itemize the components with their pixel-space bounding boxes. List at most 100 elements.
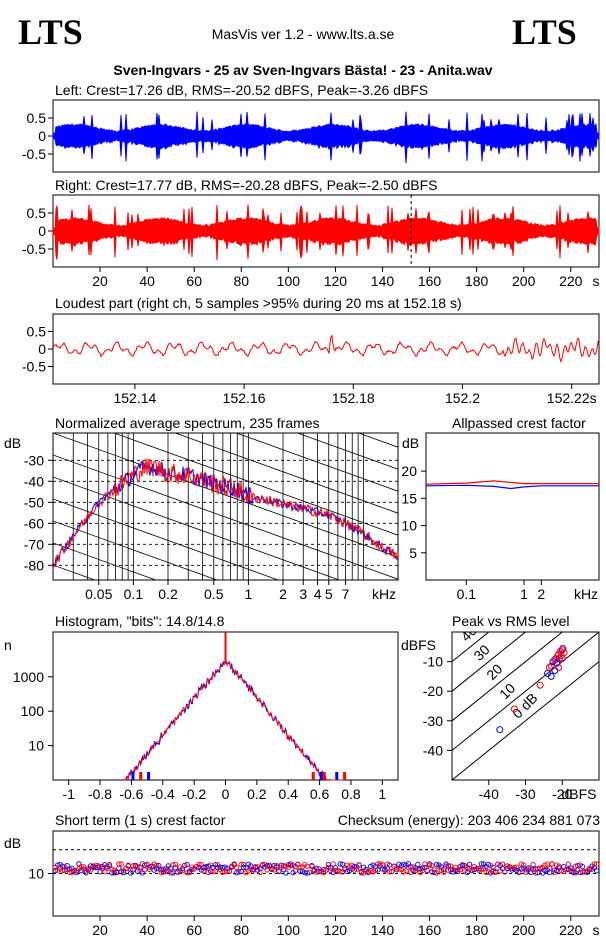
right-x-tick-label: 100 bbox=[277, 273, 301, 289]
short-term-right-point bbox=[433, 870, 440, 876]
hist-x-tick-label: 0 bbox=[222, 786, 230, 802]
short-term-left-point bbox=[579, 863, 586, 870]
histogram-left-curve bbox=[123, 659, 343, 782]
loud-y-tick-label: 0 bbox=[38, 341, 46, 357]
hist-y-tick-label: 1000 bbox=[13, 669, 44, 685]
st-x-tick-label: 220 bbox=[559, 922, 583, 938]
st-x-tick-label: 160 bbox=[418, 922, 442, 938]
short-term-left-point bbox=[386, 862, 393, 868]
short-term-right-point bbox=[549, 861, 555, 867]
loudest-part-yaxis: 0.50 -0.5 bbox=[22, 324, 53, 375]
spectrum-diagonal bbox=[174, 433, 398, 514]
peak-rms-point bbox=[555, 664, 563, 672]
short-term-right-point bbox=[546, 865, 553, 871]
right-x-tick-label: 140 bbox=[371, 273, 395, 289]
short-term-right-point bbox=[226, 868, 233, 874]
spec-y-tick-label: -30 bbox=[24, 452, 44, 468]
short-term-left-point bbox=[156, 863, 162, 869]
spectrum-frame bbox=[52, 432, 399, 581]
short-term-left-point bbox=[205, 863, 211, 869]
pr-x-tick-label: -30 bbox=[515, 786, 535, 802]
loud-y-tick-label: -0.5 bbox=[22, 359, 46, 375]
hist-x-tick-label: 0.8 bbox=[341, 786, 361, 802]
allpassed-yaxis: 20 15 10 5 bbox=[401, 463, 426, 561]
short-term-left-point bbox=[320, 866, 327, 873]
track-title: Sven-Ingvars - 25 av Sven-Ingvars Bästa!… bbox=[113, 62, 492, 78]
right-y-tick-label: -0.5 bbox=[22, 241, 46, 257]
right-waveform-yaxis: 0.5 0 -0.5 bbox=[22, 205, 53, 257]
right-waveform-xaxis: 20 40 60 80 100 120 140 160 180 200 220 s bbox=[92, 267, 600, 289]
left-waveform-panel: Left: Crest=17.26 dB, RMS=-20.52 dBFS, P… bbox=[22, 82, 600, 173]
short-term-right-point bbox=[535, 866, 541, 872]
short-term-right-point bbox=[441, 869, 447, 875]
short-term-right-point bbox=[196, 861, 202, 868]
short-term-right-point bbox=[257, 869, 263, 875]
ap-x-tick-label: 1 bbox=[520, 586, 528, 602]
spec-x-tick-label: 1 bbox=[244, 586, 252, 602]
loud-x-tick-label: 152.16 bbox=[223, 390, 266, 406]
peak-rms-title: Peak vs RMS level bbox=[452, 613, 569, 629]
short-term-right-point bbox=[95, 862, 101, 869]
peak-rms-point bbox=[547, 672, 555, 680]
spectrum-panel: Normalized average spectrum, 235 frames … bbox=[4, 415, 399, 602]
short-term-right-point bbox=[356, 862, 362, 868]
short-term-left-point bbox=[189, 866, 195, 873]
short-term-left-point bbox=[375, 867, 381, 873]
short-term-right-point bbox=[332, 867, 339, 874]
spec-x-tick-label: 0.1 bbox=[124, 586, 144, 602]
peak-rms-diagonal bbox=[452, 632, 599, 751]
allpassed-right-curve bbox=[425, 480, 599, 485]
short-term-right-point bbox=[572, 863, 579, 869]
spec-y-tick-label: -80 bbox=[24, 557, 44, 573]
pr-y-tick-label: -30 bbox=[423, 713, 443, 729]
short-term-right-point bbox=[353, 866, 360, 872]
spectrum-diagonal bbox=[112, 433, 398, 536]
st-y-tick-label: 10 bbox=[28, 866, 44, 882]
short-term-right-point bbox=[130, 863, 136, 869]
left-y-tick-label: 0 bbox=[38, 128, 46, 144]
st-x-tick-label: 180 bbox=[465, 922, 489, 938]
short-term-right-point bbox=[372, 867, 379, 874]
right-waveform-panel: Right: Crest=17.77 dB, RMS=-20.28 dBFS, … bbox=[22, 177, 600, 289]
logo-right: LTS bbox=[512, 12, 577, 52]
short-term-right-point bbox=[445, 867, 452, 873]
spectrum-title: Normalized average spectrum, 235 frames bbox=[55, 415, 320, 431]
pr-y-tick-label: -10 bbox=[423, 654, 443, 670]
allpassed-left-curve bbox=[425, 484, 599, 490]
short-term-right-point bbox=[297, 864, 303, 871]
spectrum-diagonal bbox=[53, 498, 280, 580]
short-term-right-point bbox=[591, 861, 597, 867]
st-x-tick-label: 200 bbox=[512, 922, 536, 938]
short-term-left-point bbox=[64, 862, 70, 869]
ap-y-tick-label: 20 bbox=[401, 463, 417, 479]
short-term-right-point bbox=[212, 868, 219, 874]
short-term-right-point bbox=[426, 862, 433, 868]
allpassed-frame bbox=[425, 432, 600, 581]
short-term-left-point bbox=[476, 867, 482, 873]
short-term-left-point bbox=[316, 868, 322, 875]
spec-x-tick-label: 3 bbox=[299, 586, 307, 602]
short-term-right-point bbox=[233, 864, 240, 871]
short-term-right-point bbox=[499, 861, 506, 867]
hist-x-tick-label: -1 bbox=[62, 786, 75, 802]
short-term-points bbox=[52, 861, 600, 876]
logo-left: LTS bbox=[18, 12, 83, 52]
spec-x-tick-label: 2 bbox=[279, 586, 287, 602]
short-term-ylabel: dB bbox=[4, 835, 21, 851]
loudest-part-xaxis: 152.14 152.16 152.18 152.2 152.22s bbox=[113, 384, 597, 406]
histogram-yaxis: 1000 100 10 bbox=[13, 669, 53, 754]
spectrum-diagonal bbox=[235, 433, 398, 492]
short-term-right-point bbox=[288, 862, 294, 869]
st-x-tick-label: 60 bbox=[186, 922, 202, 938]
spec-x-tick-label: 7 bbox=[342, 586, 350, 602]
ap-y-tick-label: 5 bbox=[409, 545, 417, 561]
spectrum-ylabel: dB bbox=[4, 435, 21, 451]
short-term-left-point bbox=[85, 867, 91, 873]
left-waveform-trace bbox=[52, 111, 600, 164]
short-term-panel: Short term (1 s) crest factor Checksum (… bbox=[4, 812, 600, 938]
short-term-right-point bbox=[565, 861, 572, 867]
histogram-tail-bar bbox=[319, 772, 323, 780]
short-term-left-point bbox=[120, 870, 127, 876]
short-term-left-point bbox=[233, 870, 240, 876]
